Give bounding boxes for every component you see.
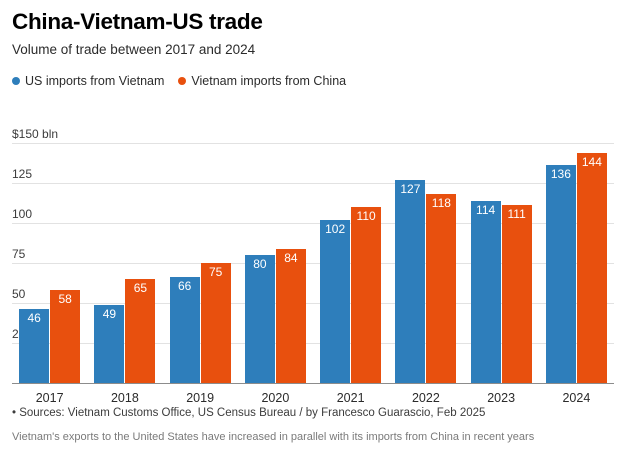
bar-value-label: 127 (400, 181, 421, 196)
legend-swatch-icon (178, 77, 187, 85)
bar-value-label: 49 (102, 306, 117, 321)
bar[interactable]: 136 (545, 165, 576, 383)
x-axis-tick-label: 2022 (411, 391, 440, 405)
chart-caption: Vietnam's exports to the United States h… (12, 431, 535, 443)
bar-value-label: 75 (208, 265, 223, 279)
bar[interactable]: 49 (94, 304, 125, 383)
bar[interactable]: 110 (351, 207, 382, 383)
page-title: China-Vietnam-US trade (12, 9, 263, 34)
bar-value-label: 110 (356, 209, 376, 223)
chart-subtitle: Volume of trade between 2017 and 2024 (12, 42, 256, 57)
bar[interactable]: 127 (395, 179, 426, 383)
legend-swatch-icon (12, 77, 20, 85)
legend-label: US imports from Vietnam (25, 74, 165, 88)
bar-value-label: 84 (284, 250, 298, 265)
legend-item-vietnam-imports: Vietnam imports from China (178, 73, 346, 89)
x-axis-tick-label: 2023 (487, 391, 516, 405)
bar-value-label: 46 (27, 311, 41, 326)
bar-value-label: 58 (58, 292, 72, 307)
bar[interactable]: 114 (470, 200, 501, 383)
bar-value-label: 102 (325, 221, 346, 236)
legend-item-us-imports: US imports from Vietnam (12, 73, 164, 89)
bar-value-label: 66 (177, 279, 192, 294)
x-axis-tick-label: 2021 (336, 391, 365, 405)
bar-value-label: 136 (550, 167, 571, 182)
bar-value-label: 80 (253, 257, 267, 271)
bar[interactable]: 144 (576, 152, 607, 383)
chart-legend: US imports from Vietnam Vietnam imports … (12, 73, 346, 89)
bar-value-label: 111 (507, 207, 526, 222)
bar-value-label: 114 (476, 202, 496, 217)
bar[interactable]: 118 (426, 194, 457, 383)
bar-value-label: 118 (431, 196, 451, 211)
bar[interactable]: 111 (501, 205, 532, 383)
bar[interactable]: 65 (125, 279, 156, 383)
x-axis-tick-label: 2019 (186, 391, 215, 405)
bar[interactable]: 80 (244, 255, 275, 383)
bar-value-label: 65 (133, 281, 148, 295)
bar[interactable]: 75 (200, 263, 231, 383)
x-axis-tick-label: 2018 (110, 391, 139, 405)
source-note: • Sources: Vietnam Customs Office, US Ce… (12, 407, 486, 419)
bar[interactable]: 84 (275, 248, 306, 383)
x-axis-tick-label: 2017 (35, 391, 64, 405)
bar-value-label: 144 (581, 154, 602, 169)
x-axis-tick-label: 2024 (562, 391, 591, 405)
bar[interactable]: 102 (320, 219, 351, 383)
x-axis-tick-label: 2020 (261, 391, 290, 405)
bar[interactable]: 46 (19, 309, 50, 383)
bar[interactable]: 66 (169, 277, 200, 383)
legend-label: Vietnam imports from China (191, 74, 347, 88)
bar[interactable]: 58 (50, 290, 81, 383)
